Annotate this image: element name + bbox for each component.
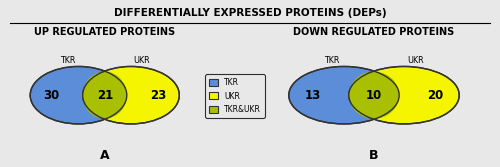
Text: 20: 20 — [427, 89, 444, 102]
Text: B: B — [369, 149, 379, 162]
Text: UKR: UKR — [133, 56, 150, 65]
Text: A: A — [100, 149, 110, 162]
Ellipse shape — [82, 72, 127, 119]
Text: TKR: TKR — [324, 56, 340, 65]
Text: UKR: UKR — [408, 56, 424, 65]
Text: TKR: TKR — [60, 56, 76, 65]
Ellipse shape — [289, 66, 399, 124]
Text: UP REGULATED PROTEINS: UP REGULATED PROTEINS — [34, 27, 176, 37]
Text: 13: 13 — [304, 89, 321, 102]
Text: 10: 10 — [366, 89, 382, 102]
Text: DOWN REGULATED PROTEINS: DOWN REGULATED PROTEINS — [294, 27, 454, 37]
Text: DIFFERENTIALLY EXPRESSED PROTEINS (DEPs): DIFFERENTIALLY EXPRESSED PROTEINS (DEPs) — [114, 8, 386, 18]
Text: 30: 30 — [43, 89, 60, 102]
Ellipse shape — [349, 72, 399, 119]
Ellipse shape — [30, 66, 127, 124]
Text: 23: 23 — [150, 89, 166, 102]
Text: 21: 21 — [96, 89, 113, 102]
Legend: TKR, UKR, TKR&UKR: TKR, UKR, TKR&UKR — [205, 74, 265, 118]
Ellipse shape — [349, 66, 459, 124]
Ellipse shape — [82, 66, 180, 124]
